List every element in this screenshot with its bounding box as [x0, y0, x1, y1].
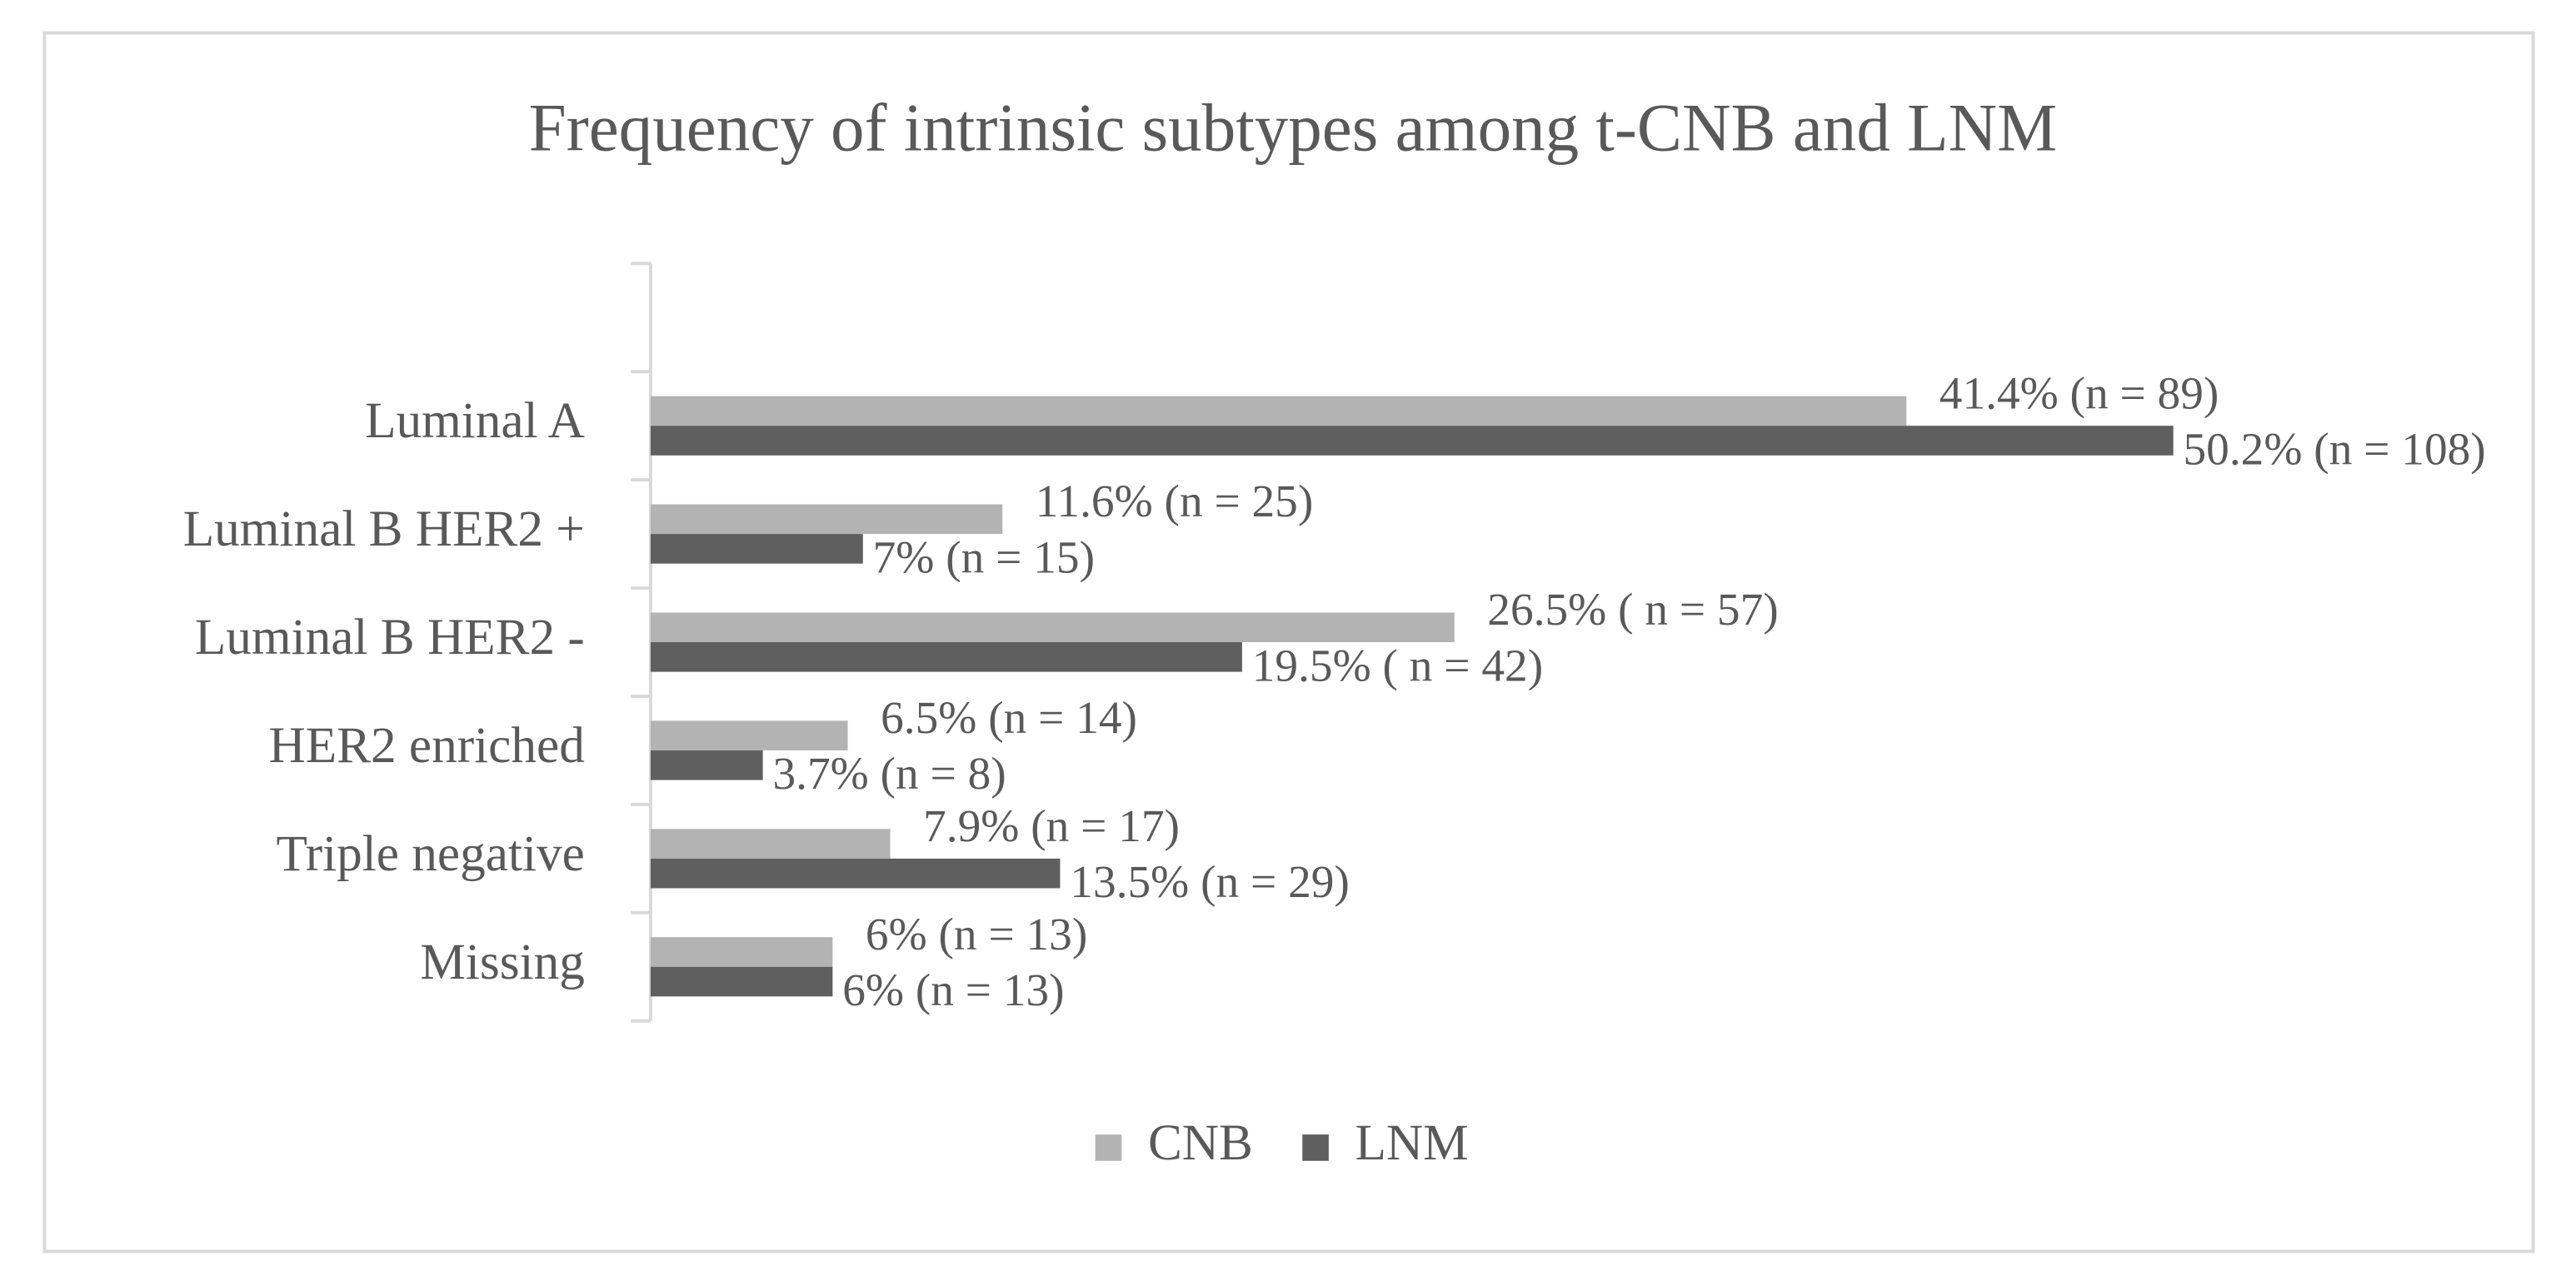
chart-border — [42, 31, 2535, 1254]
bar — [650, 720, 848, 750]
data-label: 13.5% (n = 29) — [1070, 856, 1350, 907]
data-label: 6% (n = 13) — [842, 964, 1064, 1015]
bar — [650, 612, 1455, 643]
data-label: 26.5% ( n = 57) — [1487, 584, 1778, 635]
data-label: 6% (n = 13) — [866, 909, 1087, 960]
bar — [650, 750, 763, 780]
bar — [650, 426, 2174, 456]
data-label: 19.5% ( n = 42) — [1252, 640, 1543, 690]
data-label: 6.5% (n = 14) — [881, 692, 1137, 743]
y-tick-label: HER2 enriched — [268, 717, 584, 774]
data-label: 50.2% (n = 108) — [2184, 423, 2486, 474]
bar — [650, 534, 863, 564]
legend-swatch — [1095, 1134, 1122, 1161]
legend-label: LNM — [1355, 1114, 1469, 1171]
data-label: 7.9% (n = 17) — [923, 800, 1180, 851]
legend-swatch — [1302, 1134, 1329, 1161]
bar — [650, 829, 891, 859]
y-tick-label: Luminal B HER2 + — [183, 501, 585, 557]
bar — [650, 966, 833, 997]
bar — [650, 504, 1003, 535]
bar — [650, 642, 1242, 672]
legend-label: CNB — [1148, 1114, 1253, 1171]
bar — [650, 858, 1061, 889]
y-tick-label: Triple negative — [276, 825, 584, 882]
y-tick-label: Missing — [420, 934, 584, 990]
bar — [650, 937, 833, 967]
data-label: 7% (n = 15) — [873, 531, 1095, 582]
y-tick-label: Luminal A — [365, 392, 585, 449]
bar — [650, 396, 1907, 426]
data-label: 3.7% (n = 8) — [772, 748, 1006, 799]
data-label: 11.6% (n = 25) — [1036, 476, 1314, 526]
chart-title: Frequency of intrinsic subtypes among t-… — [529, 91, 2058, 166]
data-label: 41.4% (n = 89) — [1939, 367, 2219, 418]
y-tick-label: Luminal B HER2 - — [195, 609, 585, 665]
